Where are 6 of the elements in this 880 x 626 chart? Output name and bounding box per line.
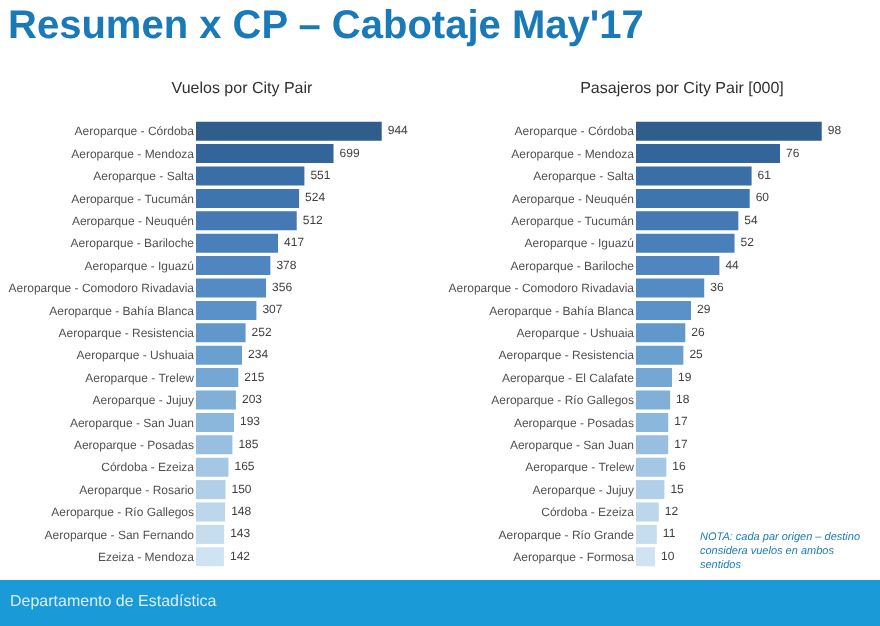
- chart-title: Pasajeros por City Pair [000]: [580, 79, 784, 98]
- chart-subtitle: Vuelos por City Pair: [171, 79, 314, 98]
- bar: [196, 121, 382, 141]
- chart-title: Resumen x CP – Cabotaje May'17: [8, 4, 644, 50]
- bar: [636, 121, 822, 141]
- text: Departamento de Estadística: [10, 592, 217, 610]
